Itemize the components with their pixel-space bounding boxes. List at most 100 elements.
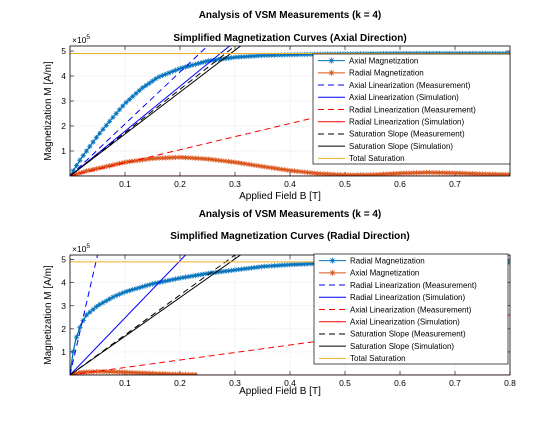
series-line-4 bbox=[70, 46, 230, 176]
legend-entry: Saturation Slope (Measurement) bbox=[350, 330, 466, 339]
data-point bbox=[199, 156, 205, 162]
figure-suptitle: Analysis of VSM Measurements (k = 4) bbox=[199, 10, 382, 21]
data-point bbox=[74, 334, 80, 340]
data-point bbox=[278, 166, 284, 172]
data-point bbox=[222, 268, 228, 274]
x-tick-label: 0.5 bbox=[339, 378, 351, 388]
data-point bbox=[156, 155, 162, 161]
legend-marker bbox=[330, 258, 335, 263]
legend-entry: Saturation Slope (Simulation) bbox=[349, 142, 453, 151]
data-point bbox=[107, 118, 113, 124]
chart-title: Simplified Magnetization Curves (Radial … bbox=[170, 231, 409, 242]
data-point bbox=[192, 272, 198, 279]
series-line-8 bbox=[70, 46, 241, 176]
chart-1: Analysis of VSM Measurements (k = 4) Simp… bbox=[43, 10, 511, 202]
data-point bbox=[113, 110, 119, 117]
x-axis-label: Applied Field B [T] bbox=[239, 386, 321, 397]
data-point bbox=[140, 85, 146, 91]
data-point bbox=[87, 167, 93, 173]
y-tick-label: 2 bbox=[61, 121, 66, 131]
data-point bbox=[460, 170, 466, 176]
data-point bbox=[252, 162, 258, 168]
y-exponent-base: ×10 bbox=[72, 35, 87, 45]
data-point bbox=[215, 56, 222, 63]
y-tick-label: 1 bbox=[61, 146, 66, 156]
data-point bbox=[87, 143, 93, 150]
data-point bbox=[420, 170, 426, 176]
y-exponent-label: ×105 bbox=[72, 34, 90, 45]
data-point bbox=[100, 126, 106, 132]
data-point bbox=[202, 271, 208, 277]
data-point bbox=[202, 156, 208, 162]
y-exponent-power: 5 bbox=[86, 34, 90, 41]
x-tick-label: 0.6 bbox=[394, 179, 406, 189]
data-point bbox=[123, 159, 129, 165]
data-point bbox=[83, 312, 90, 318]
data-point bbox=[305, 261, 311, 267]
data-point bbox=[311, 170, 317, 176]
data-point bbox=[225, 55, 231, 61]
legend-entry: Axial Linearization (Measurement) bbox=[349, 81, 471, 90]
data-point bbox=[136, 285, 142, 291]
data-point bbox=[489, 171, 495, 176]
series-line-8 bbox=[70, 255, 241, 375]
data-point bbox=[278, 262, 284, 268]
legend-entry: Radial Linearization (Simulation) bbox=[349, 118, 465, 127]
data-point bbox=[133, 90, 139, 97]
data-point bbox=[242, 266, 248, 272]
data-point bbox=[222, 158, 228, 164]
data-point bbox=[120, 103, 126, 109]
data-point bbox=[206, 156, 212, 162]
x-tick-label: 0.8 bbox=[504, 378, 516, 388]
x-tick-label: 0.7 bbox=[449, 378, 461, 388]
data-point bbox=[400, 170, 406, 176]
series-line-7 bbox=[70, 46, 236, 176]
x-tick-label: 0.1 bbox=[119, 378, 131, 388]
data-point bbox=[173, 276, 179, 282]
data-point bbox=[143, 283, 149, 289]
data-point bbox=[149, 281, 156, 287]
data-point bbox=[305, 169, 311, 176]
data-point bbox=[93, 134, 99, 141]
y-axis-label: Magnetization M [A/m] bbox=[43, 61, 54, 161]
data-point bbox=[265, 164, 271, 170]
data-point bbox=[248, 162, 255, 168]
data-point bbox=[90, 139, 96, 145]
legend-marker bbox=[329, 70, 334, 76]
data-point bbox=[232, 267, 238, 273]
x-tick-label: 0.6 bbox=[394, 378, 406, 388]
legend-entry: Axial Linearization (Measurement) bbox=[350, 305, 472, 314]
data-point bbox=[179, 154, 185, 160]
data-point bbox=[87, 309, 93, 315]
data-point bbox=[258, 163, 264, 169]
data-point bbox=[232, 159, 238, 165]
data-point bbox=[493, 171, 499, 176]
data-point bbox=[159, 155, 165, 161]
chart-2: Analysis of VSM Measurements (k = 4) Simp… bbox=[43, 209, 516, 397]
data-point bbox=[176, 275, 182, 281]
data-point bbox=[149, 78, 156, 84]
data-point bbox=[288, 168, 294, 174]
data-point bbox=[430, 170, 436, 176]
data-point bbox=[182, 155, 189, 161]
data-point bbox=[255, 264, 261, 270]
legend-box bbox=[313, 253, 509, 365]
data-point bbox=[100, 300, 106, 306]
data-point bbox=[146, 282, 152, 288]
chart-title: Simplified Magnetization Curves (Axial D… bbox=[173, 33, 406, 44]
data-point bbox=[229, 267, 235, 274]
x-tick-label: 0.7 bbox=[449, 179, 461, 189]
x-tick-label: 0.4 bbox=[284, 378, 296, 388]
data-point bbox=[245, 265, 251, 271]
legend-entry: Axial Linearization (Simulation) bbox=[350, 318, 460, 327]
legend-entry: Total Saturation bbox=[350, 354, 406, 363]
legend-entry: Radial Magnetization bbox=[350, 256, 425, 265]
data-point bbox=[113, 161, 119, 167]
data-point bbox=[248, 265, 255, 271]
data-point bbox=[169, 277, 175, 283]
data-point bbox=[272, 165, 278, 171]
data-point bbox=[281, 167, 288, 173]
data-point bbox=[116, 107, 123, 113]
data-point bbox=[70, 348, 76, 355]
